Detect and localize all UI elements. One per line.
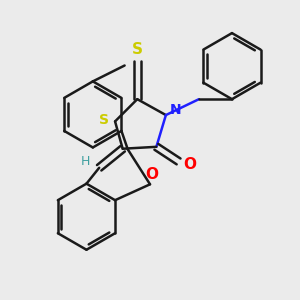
Text: N: N bbox=[169, 103, 181, 117]
Text: S: S bbox=[99, 112, 109, 127]
Text: O: O bbox=[184, 157, 196, 172]
Text: H: H bbox=[80, 155, 90, 168]
Text: O: O bbox=[146, 167, 158, 182]
Text: S: S bbox=[132, 42, 143, 57]
